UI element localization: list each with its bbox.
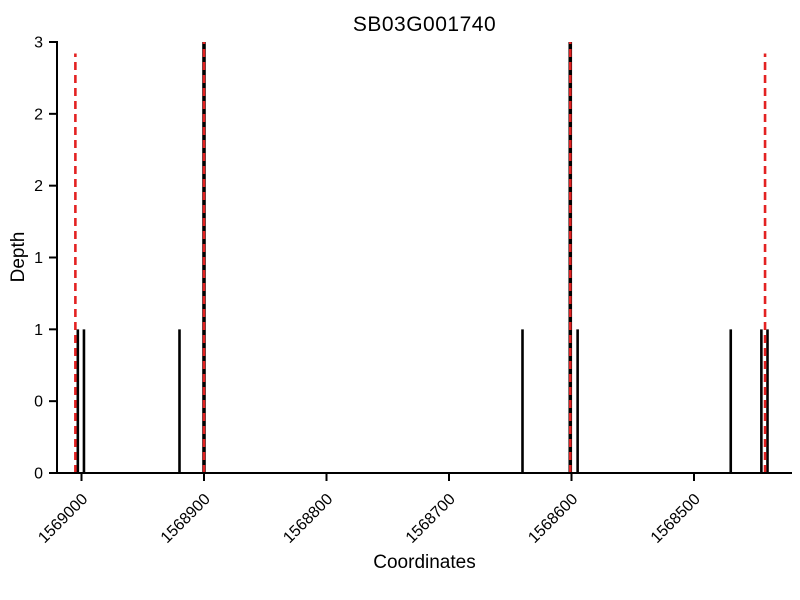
y-tick-label: 0 [34,394,43,411]
y-axis-label: Depth [8,231,29,283]
x-tick-label: 1568800 [280,491,336,547]
y-tick-label: 2 [34,178,43,195]
y-tick-label: 0 [34,466,43,483]
y-tick-label: 3 [34,35,43,52]
chart-title: SB03G001740 [352,13,497,36]
x-tick-label: 1568700 [403,491,459,547]
x-tick-label: 1568900 [158,491,214,547]
x-axis-label: Coordinates [373,552,476,573]
x-tick-label: 1568500 [648,491,704,547]
y-tick-label: 1 [34,250,43,267]
x-tick-label: 1568600 [525,491,581,547]
y-tick-label: 2 [34,106,43,123]
x-tick-label: 1569000 [35,491,91,547]
y-tick-label: 1 [34,322,43,339]
